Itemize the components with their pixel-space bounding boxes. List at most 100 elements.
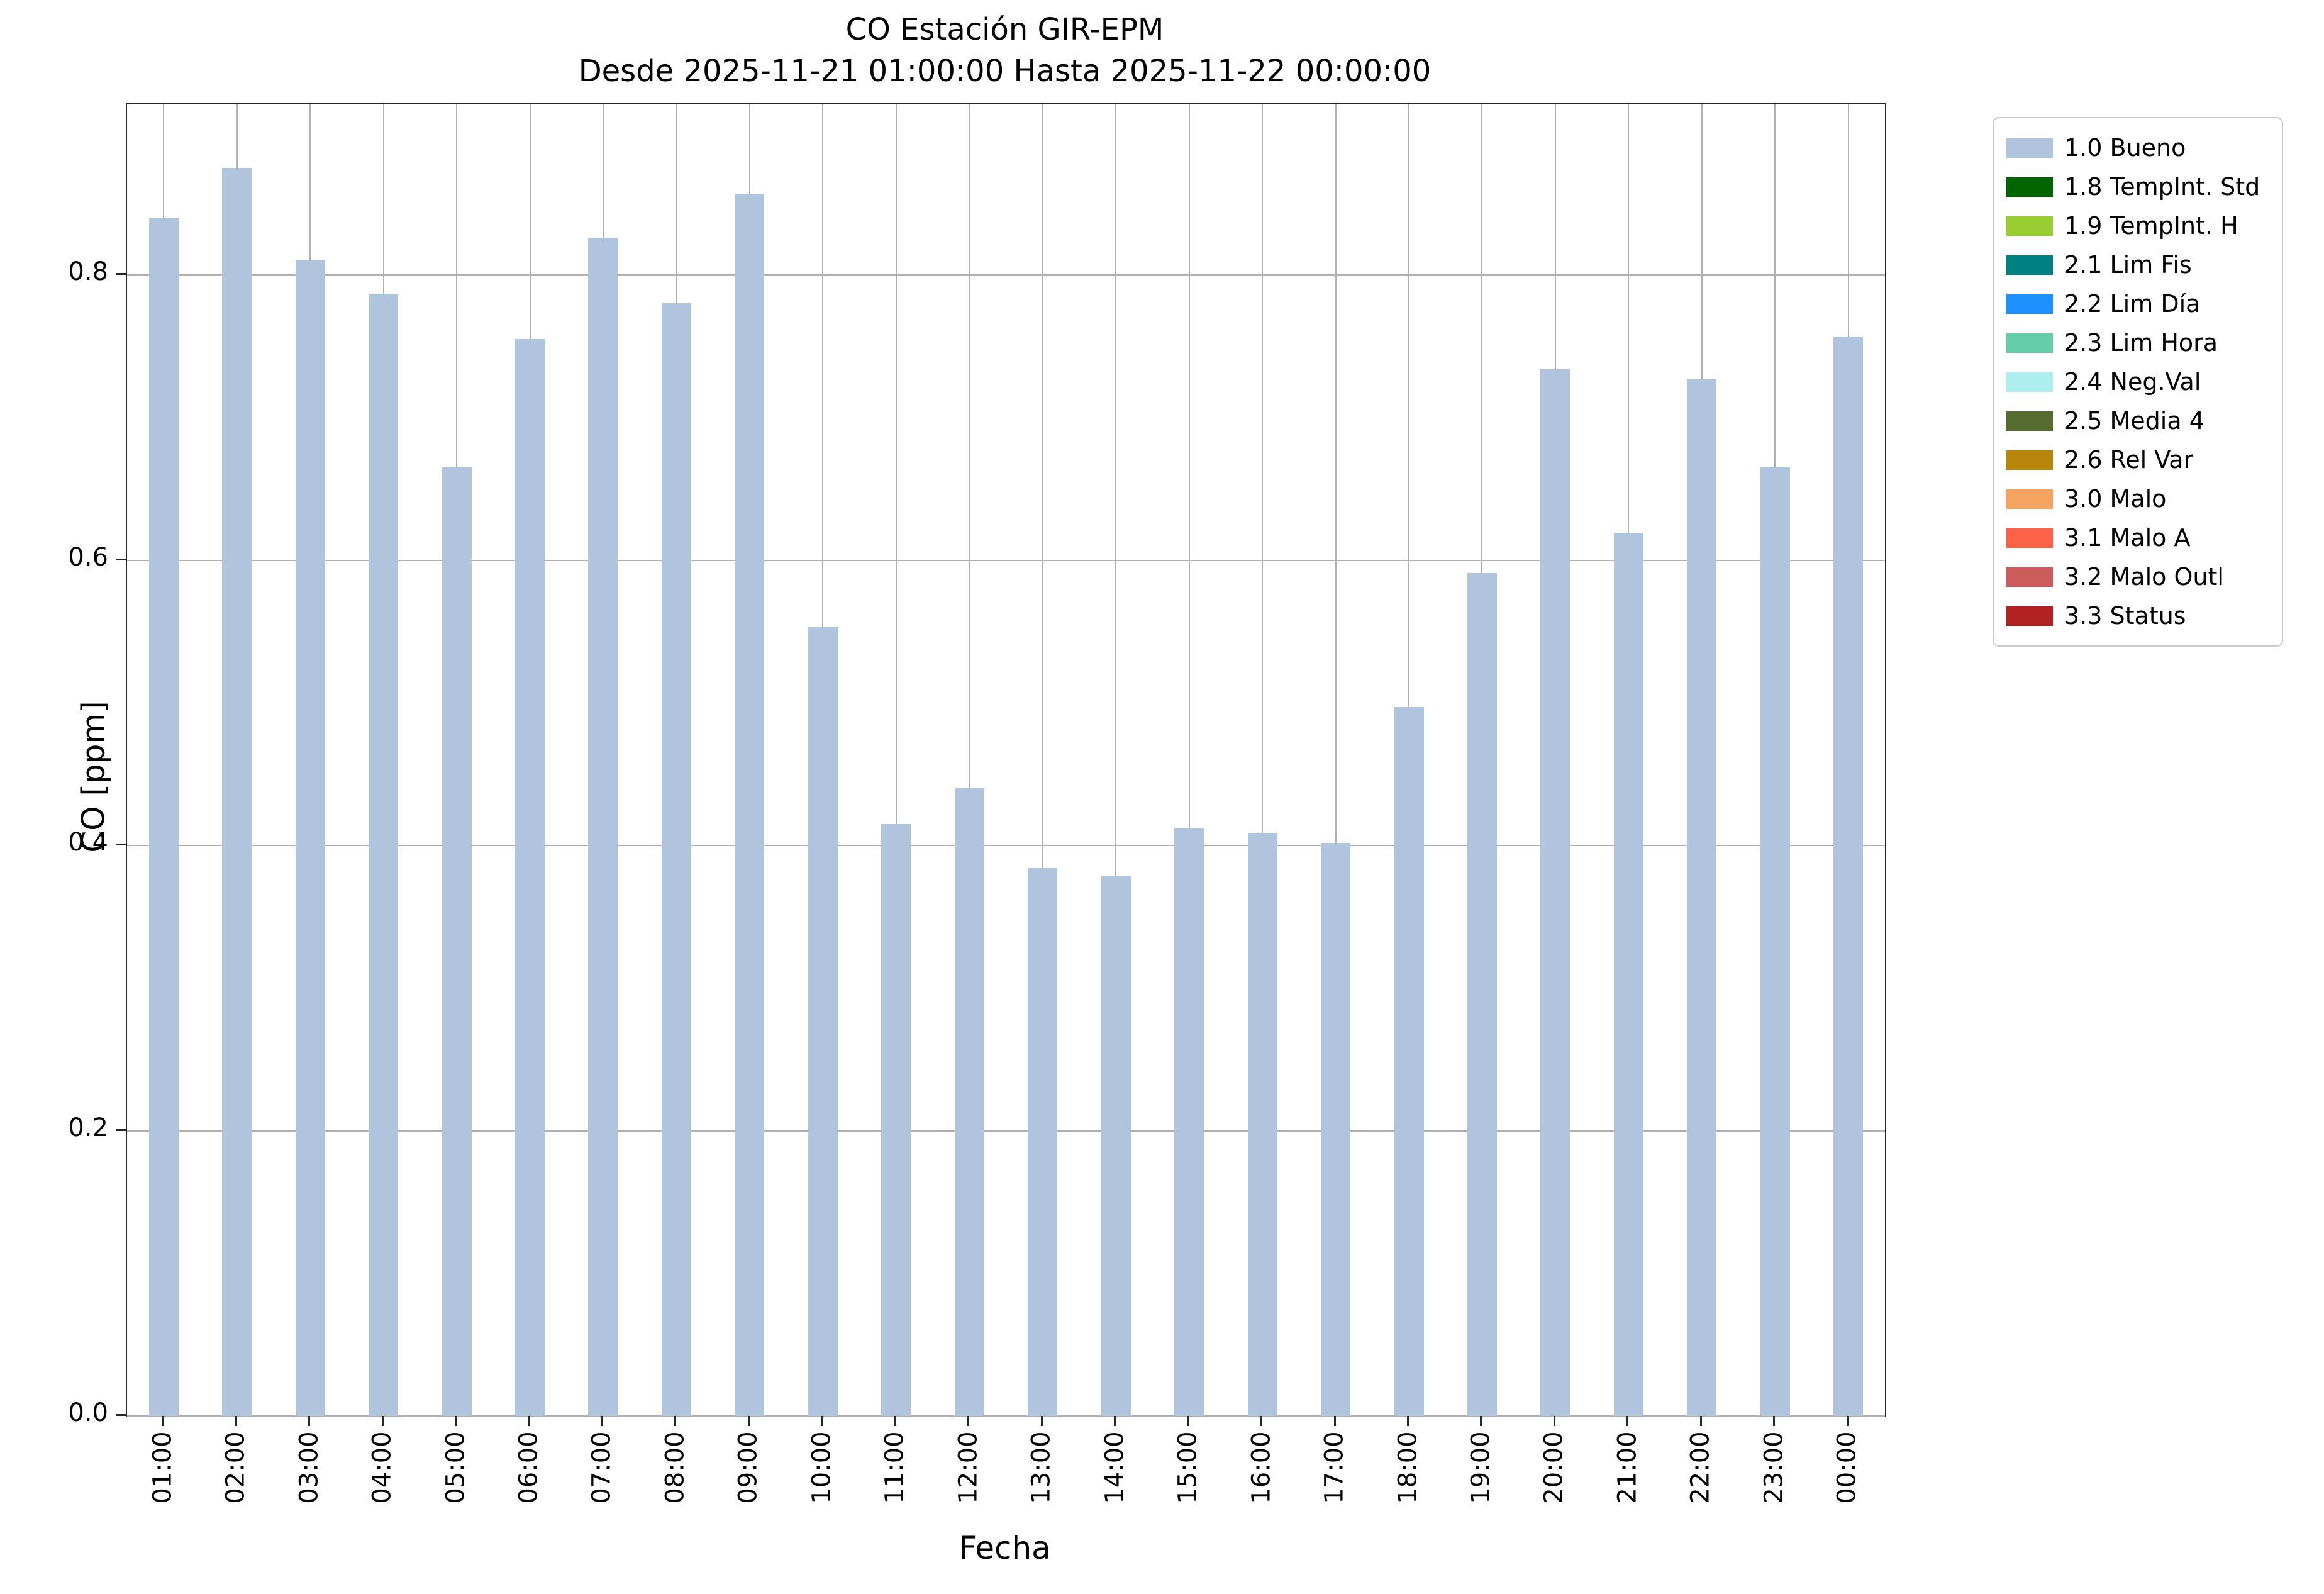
x-tick-label: 09:00 xyxy=(734,1430,764,1504)
legend-swatch xyxy=(2006,489,2053,509)
x-tick-label: 20:00 xyxy=(1540,1430,1569,1504)
x-tick-mark xyxy=(455,1416,457,1426)
bar-05:00 xyxy=(442,467,472,1416)
x-gridline xyxy=(895,104,897,1416)
bar-23:00 xyxy=(1760,467,1790,1416)
x-tick-mark xyxy=(235,1416,237,1426)
legend-label: 3.1 Malo A xyxy=(2064,524,2191,552)
bar-15:00 xyxy=(1174,828,1204,1416)
x-tick-label: 21:00 xyxy=(1613,1430,1642,1504)
legend-item: 3.3 Status xyxy=(2006,596,2269,635)
legend-item: 2.5 Media 4 xyxy=(2006,401,2269,440)
x-tick-label: 19:00 xyxy=(1466,1430,1496,1504)
bar-14:00 xyxy=(1101,875,1131,1416)
x-tick-mark xyxy=(1040,1416,1043,1426)
bar-01:00 xyxy=(148,218,179,1416)
bar-11:00 xyxy=(881,824,911,1416)
x-tick-label: 03:00 xyxy=(294,1430,324,1504)
legend-label: 3.2 Malo Outl xyxy=(2064,563,2224,591)
x-tick-label: 13:00 xyxy=(1026,1430,1056,1504)
x-tick-label: 10:00 xyxy=(807,1430,837,1504)
y-tick-label: 0.8 xyxy=(68,257,108,287)
bar-16:00 xyxy=(1247,832,1277,1416)
legend-item: 1.8 TempInt. Std xyxy=(2006,167,2269,206)
x-tick-mark xyxy=(601,1416,603,1426)
x-tick-mark xyxy=(308,1416,311,1426)
y-gridline xyxy=(127,559,1885,561)
x-tick-mark xyxy=(381,1416,384,1426)
x-tick-label: 17:00 xyxy=(1320,1430,1349,1504)
y-tick-label: 0.4 xyxy=(68,828,108,857)
x-tick-label: 14:00 xyxy=(1100,1430,1130,1504)
legend-swatch xyxy=(2006,606,2053,626)
legend-swatch xyxy=(2006,450,2053,470)
legend-item: 2.6 Rel Var xyxy=(2006,440,2269,479)
x-tick-mark xyxy=(1333,1416,1336,1426)
legend-label: 2.6 Rel Var xyxy=(2064,446,2194,474)
bar-09:00 xyxy=(735,193,765,1416)
bar-04:00 xyxy=(369,293,399,1416)
legend-label: 2.2 Lim Día xyxy=(2064,290,2201,318)
x-axis-label: Fecha xyxy=(959,1530,1051,1566)
x-tick-label: 08:00 xyxy=(660,1430,690,1504)
legend-swatch xyxy=(2006,216,2053,236)
legend-label: 1.0 Bueno xyxy=(2064,134,2186,162)
legend-swatch xyxy=(2006,411,2053,431)
x-tick-label: 22:00 xyxy=(1686,1430,1715,1504)
x-tick-label: 06:00 xyxy=(514,1430,543,1504)
bar-20:00 xyxy=(1540,369,1571,1416)
y-tick-label: 0.6 xyxy=(68,542,108,572)
bar-21:00 xyxy=(1613,533,1643,1416)
legend-item: 3.2 Malo Outl xyxy=(2006,557,2269,596)
x-gridline xyxy=(969,104,970,1416)
x-tick-mark xyxy=(1846,1416,1849,1426)
y-gridline xyxy=(127,1415,1885,1417)
x-gridline xyxy=(1262,104,1264,1416)
legend-swatch xyxy=(2006,255,2053,275)
bar-19:00 xyxy=(1467,572,1497,1416)
x-tick-mark xyxy=(1480,1416,1482,1426)
legend: 1.0 Bueno 1.8 TempInt. Std 1.9 TempInt. H 2… xyxy=(1993,117,2283,647)
x-tick-label: 15:00 xyxy=(1173,1430,1203,1504)
legend-item: 2.2 Lim Día xyxy=(2006,284,2269,323)
legend-item: 1.0 Bueno xyxy=(2006,128,2269,167)
x-tick-mark xyxy=(1407,1416,1409,1426)
bar-12:00 xyxy=(954,788,984,1416)
x-tick-mark xyxy=(1260,1416,1263,1426)
x-tick-mark xyxy=(747,1416,750,1426)
legend-label: 1.8 TempInt. Std xyxy=(2064,173,2260,201)
bar-07:00 xyxy=(588,238,618,1416)
bar-00:00 xyxy=(1833,336,1864,1416)
x-gridline xyxy=(1042,104,1043,1416)
x-tick-mark xyxy=(967,1416,970,1426)
x-tick-mark xyxy=(528,1416,530,1426)
plot-area xyxy=(126,103,1886,1417)
bar-06:00 xyxy=(515,339,545,1416)
x-tick-label: 07:00 xyxy=(587,1430,617,1504)
legend-swatch xyxy=(2006,177,2053,197)
legend-label: 3.0 Malo xyxy=(2064,485,2167,513)
x-tick-label: 16:00 xyxy=(1247,1430,1276,1504)
y-tick-label: 0.2 xyxy=(68,1113,108,1142)
bar-18:00 xyxy=(1394,707,1424,1416)
x-tick-label: 02:00 xyxy=(221,1430,250,1504)
legend-swatch xyxy=(2006,294,2053,314)
y-gridline xyxy=(127,274,1885,276)
x-tick-mark xyxy=(1187,1416,1189,1426)
bar-22:00 xyxy=(1687,379,1717,1416)
legend-swatch xyxy=(2006,567,2053,587)
legend-item: 2.4 Neg.Val xyxy=(2006,362,2269,401)
x-tick-mark xyxy=(1699,1416,1702,1426)
legend-swatch xyxy=(2006,138,2053,158)
legend-swatch xyxy=(2006,372,2053,392)
x-tick-label: 18:00 xyxy=(1393,1430,1423,1504)
x-tick-mark xyxy=(821,1416,823,1426)
bar-13:00 xyxy=(1028,868,1058,1416)
legend-label: 2.5 Media 4 xyxy=(2064,407,2204,435)
x-tick-label: 04:00 xyxy=(367,1430,397,1504)
bar-08:00 xyxy=(661,303,691,1416)
bar-03:00 xyxy=(295,260,325,1416)
y-tick-mark xyxy=(116,844,126,846)
x-tick-label: 11:00 xyxy=(880,1430,909,1504)
